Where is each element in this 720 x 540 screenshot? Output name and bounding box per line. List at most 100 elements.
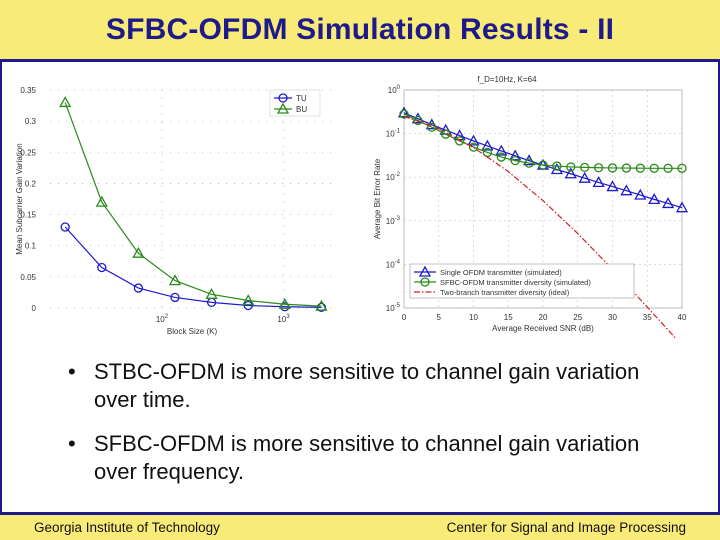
legend-entry: SFBC-OFDM transmitter diversity (simulat… [440, 278, 591, 287]
legend-entry: Two-branch transmitter diversity (ideal) [440, 288, 570, 297]
data-point [677, 163, 687, 173]
data-point [566, 162, 576, 172]
data-point-bu [205, 287, 218, 299]
data-point [564, 167, 577, 179]
data-point-bu [168, 274, 182, 286]
data-point-bu [59, 96, 72, 108]
data-point [496, 152, 506, 162]
data-point [524, 158, 534, 168]
x-tick-label: 20 [539, 313, 548, 322]
data-point [411, 112, 425, 124]
y-tick-label: 10-1 [386, 129, 401, 139]
data-point [607, 163, 618, 173]
title-bar: SFBC-OFDM Simulation Results - II [0, 0, 720, 62]
x-axis-label: Average Received SNR (dB) [492, 324, 594, 333]
bullet-list: • STBC-OFDM is more sensitive to channel… [60, 358, 680, 502]
bullet-item: • SFBC-OFDM is more sensitive to channel… [60, 430, 680, 486]
chart-title-2: f_D=10Hz, K=64 [477, 75, 537, 84]
charts-figure: 0 0.05 0.1 0.15 0.2 0.25 0.3 0.35 102 103 Block Si… [15, 75, 689, 346]
data-point-bu [242, 294, 255, 306]
x-tick-label: 35 [643, 313, 652, 322]
data-point [552, 161, 562, 171]
y-tick-label: 0.35 [20, 86, 36, 95]
legend-entry: Single OFDM transmitter (simulated) [440, 268, 562, 277]
data-point [468, 142, 479, 152]
data-point-bu [315, 299, 328, 311]
data-point [620, 184, 633, 196]
y-tick-label: 10-3 [386, 216, 401, 226]
y-tick-label: 0.05 [20, 273, 36, 282]
footer-bar: Georgia Institute of Technology Center f… [0, 512, 720, 540]
legend-marker [278, 93, 288, 103]
x-tick-label: 25 [573, 313, 582, 322]
data-point-bu [278, 297, 291, 309]
data-point-tu [60, 222, 70, 232]
legend-entry: TU [296, 94, 307, 103]
plot-area-1 [50, 88, 334, 310]
chart-gain-variation: 0 0.05 0.1 0.15 0.2 0.25 0.3 0.35 102 103 Block Si… [15, 86, 334, 336]
bullet-marker: • [68, 359, 76, 384]
data-point [635, 163, 645, 173]
y-tick-label: 10-4 [386, 259, 401, 269]
y-tick-label: 100 [388, 85, 401, 95]
data-point [649, 163, 659, 173]
data-point [413, 115, 423, 126]
legend-marker [276, 102, 290, 114]
legend-box-1 [269, 89, 321, 117]
data-point [399, 109, 409, 119]
data-point [467, 134, 480, 146]
x-axis-label: Block Size (K) [167, 327, 218, 336]
bullet-text: SFBC-OFDM is more sensitive to channel g… [94, 431, 640, 484]
data-point-tu [133, 283, 144, 293]
data-point [663, 163, 673, 173]
series-line-bu [64, 102, 322, 307]
bullet-item: • STBC-OFDM is more sensitive to channel… [60, 358, 680, 414]
data-point [427, 122, 437, 132]
data-point [509, 149, 522, 161]
y-tick-label: 0.15 [20, 211, 36, 220]
data-point [580, 162, 590, 173]
data-point [593, 163, 604, 173]
y-tick-label: 10-2 [386, 172, 401, 182]
footer-center: Center for Signal and Image Processing [446, 520, 686, 535]
y-tick-label: 0 [32, 304, 37, 313]
y-axis-label: Average Bit Error Rate [373, 158, 382, 239]
data-point-tu [97, 262, 107, 273]
data-point [675, 201, 689, 213]
x-tick-label: 30 [608, 313, 617, 322]
legend-box-2 [409, 263, 635, 299]
series-line-tu [64, 226, 322, 308]
y-tick-label: 0.2 [25, 179, 37, 188]
data-point [661, 197, 675, 209]
data-point [648, 193, 661, 205]
slide-title: SFBC-OFDM Simulation Results - II [105, 12, 615, 46]
x-tick-label: 102 [156, 314, 169, 324]
data-point [510, 155, 520, 166]
bullet-text: STBC-OFDM is more sensitive to channel g… [94, 359, 640, 412]
data-point-bu [132, 246, 145, 258]
y-tick-label: 10-5 [386, 303, 401, 313]
x-tick-label: 10 [469, 313, 478, 322]
y-axis-label: Mean Subcarrier Gain Variation [15, 143, 24, 254]
data-point [481, 139, 494, 151]
legend-entry: BU [296, 105, 307, 114]
x-tick-label: 103 [277, 314, 290, 324]
legend-marker [418, 265, 432, 277]
legend-marker [420, 277, 430, 287]
data-point [454, 136, 465, 146]
data-point [606, 180, 619, 192]
data-point [592, 176, 605, 188]
data-point-tu [170, 292, 180, 303]
chart-area: 0 0.05 0.1 0.15 0.2 0.25 0.3 0.35 102 103 Block Si… [12, 68, 704, 346]
x-tick-label: 0 [402, 313, 407, 322]
data-point [538, 160, 548, 170]
data-point [634, 188, 647, 200]
data-point-tu [243, 300, 253, 311]
series-line [403, 115, 683, 346]
x-tick-label: 40 [678, 313, 687, 322]
bullet-marker: • [68, 431, 76, 456]
data-point [495, 144, 508, 156]
slide-frame [0, 62, 720, 512]
y-tick-label: 0.1 [25, 242, 37, 251]
data-point [621, 163, 632, 173]
